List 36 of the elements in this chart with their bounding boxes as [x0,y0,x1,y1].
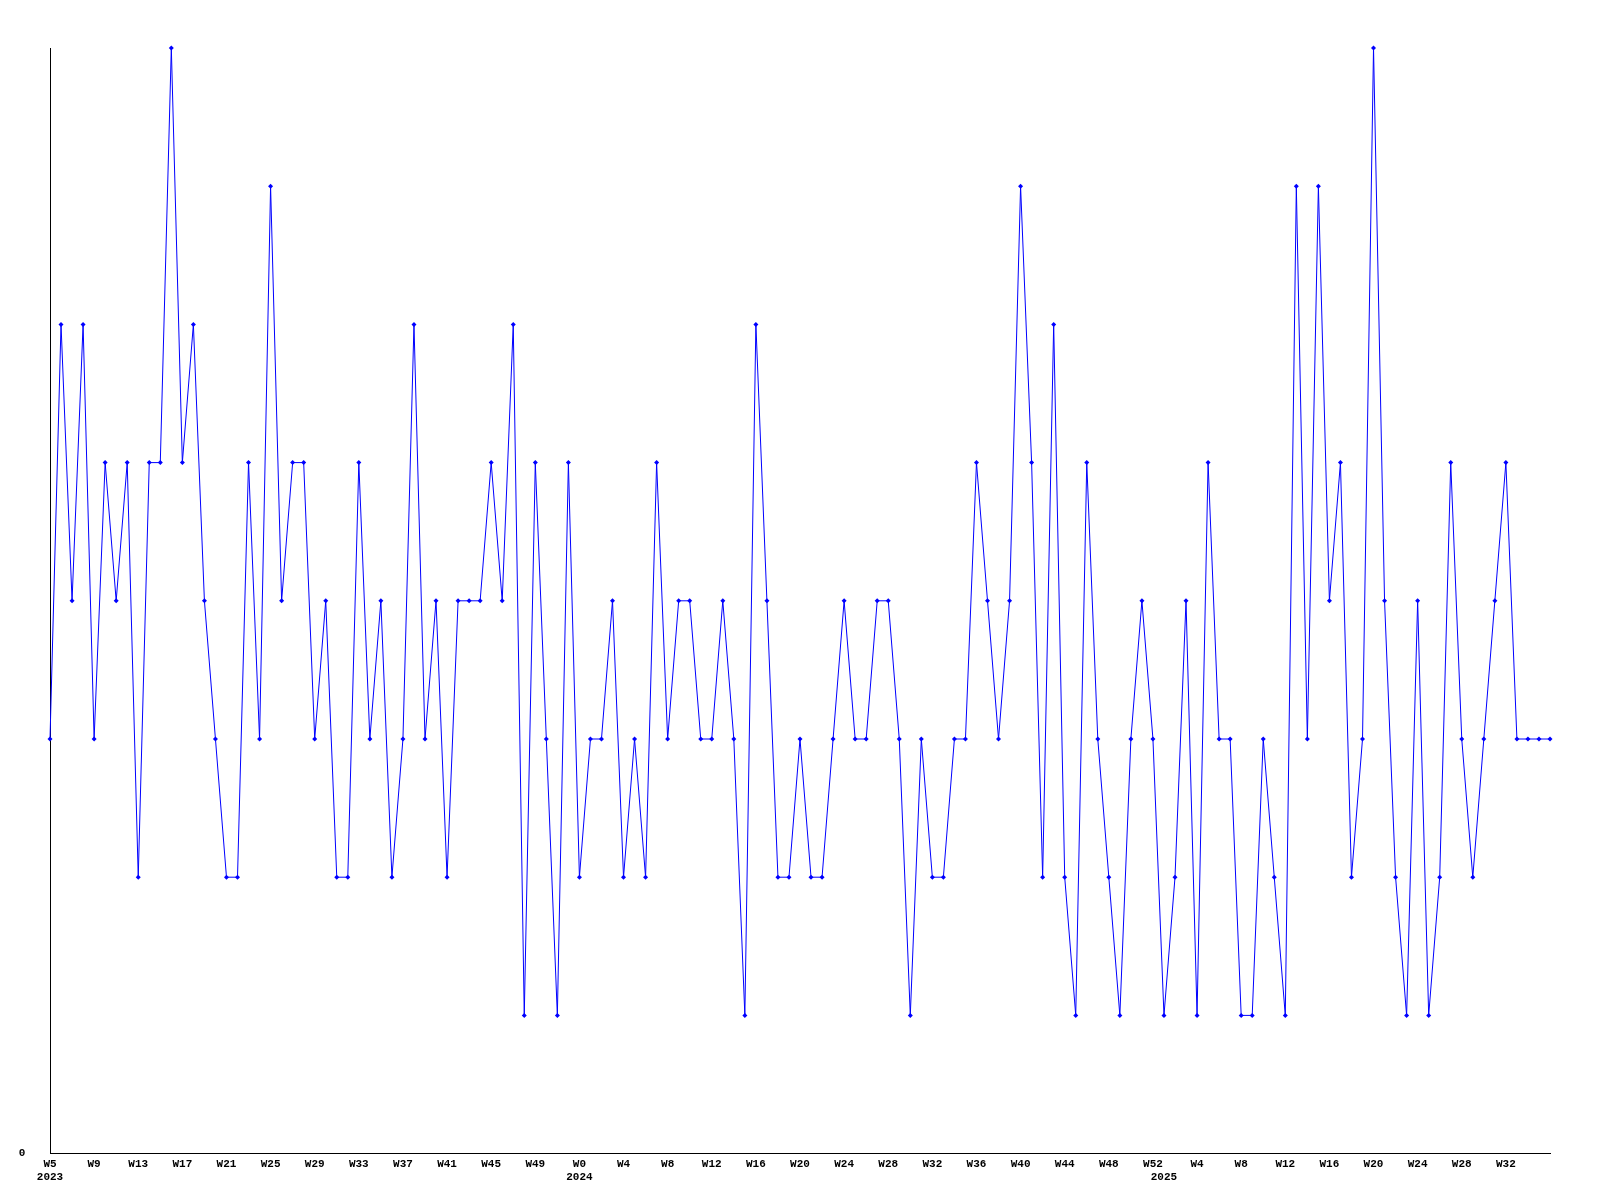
x-tick-label: W37 [393,1157,413,1170]
x-tick-label: W36 [966,1157,987,1170]
x-tick-label: W24 [834,1157,855,1170]
x-tick-label: W12 [701,1157,722,1170]
x-tick-label: W9 [87,1157,101,1170]
x-tick-label: W52 [1143,1157,1163,1170]
x-tick-label: W28 [878,1157,899,1170]
x-tick-label: W12 [1275,1157,1296,1170]
x-tick-label: W8 [1234,1157,1249,1170]
x-tick-label: W44 [1054,1157,1075,1170]
x-tick-label: W32 [922,1157,943,1170]
x-tick-label: W40 [1010,1157,1031,1170]
x-tick-label: W5 2023 [36,1157,64,1184]
x-tick-label: W17 [172,1157,193,1170]
x-tick-label: W13 [128,1157,149,1170]
x-tick-label: W25 [260,1157,281,1170]
x-tick-label: W8 [661,1157,675,1170]
x-tick-label: W45 [481,1157,502,1170]
x-tick-label: W20 [1363,1157,1384,1170]
x-tick-label: 2025 [1150,1171,1178,1184]
x-tick-label: W33 [348,1157,370,1170]
text: 0 [18,1147,26,1160]
x-tick-label: W48 [1098,1157,1120,1170]
x-tick-label: W28 [1451,1157,1473,1170]
x-tick-label: W29 [304,1157,325,1170]
x-tick-label: W16 [745,1157,766,1170]
x-tick-label: W4 [616,1157,631,1170]
x-tick-label: W16 [1319,1157,1340,1170]
x-tick-label: W20 [790,1157,810,1170]
x-tick-label: W49 [525,1157,546,1170]
x-tick-label: W21 [216,1157,237,1170]
x-tick-label: W4 [1190,1157,1205,1170]
x-tick-label: W24 [1407,1157,1428,1170]
x-tick-label: W41 [437,1157,458,1170]
x-tick-label: W0 2024 [566,1157,594,1184]
x-tick-label: W32 [1495,1157,1516,1170]
